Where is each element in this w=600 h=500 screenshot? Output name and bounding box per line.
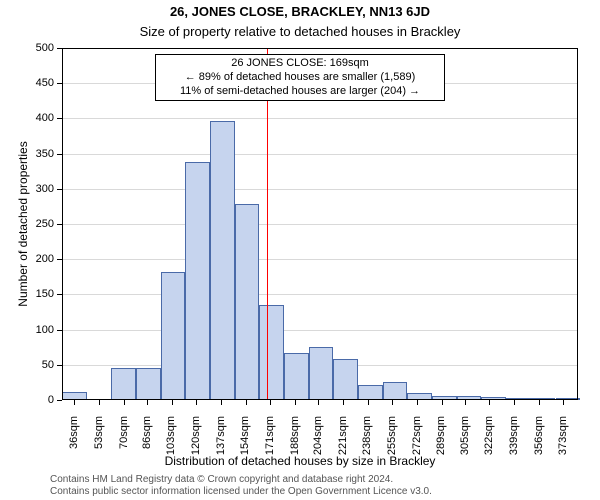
xtick-label: 356sqm xyxy=(533,416,545,455)
xtick-mark xyxy=(147,400,148,405)
xtick-mark xyxy=(74,400,75,405)
xtick-label: 238sqm xyxy=(362,416,374,455)
ytick-label: 500 xyxy=(22,42,54,54)
ytick-label: 100 xyxy=(22,324,54,336)
xtick-label: 53sqm xyxy=(93,416,105,449)
xtick-label: 120sqm xyxy=(190,416,202,455)
xtick-label: 289sqm xyxy=(436,416,448,455)
info-line-1: 26 JONES CLOSE: 169sqm xyxy=(162,57,438,71)
xtick-mark xyxy=(368,400,369,405)
ytick-label: 350 xyxy=(22,148,54,160)
xtick-label: 137sqm xyxy=(215,416,227,455)
xtick-label: 188sqm xyxy=(289,416,301,455)
x-axis-label: Distribution of detached houses by size … xyxy=(0,454,600,468)
xtick-mark xyxy=(442,400,443,405)
ytick-mark xyxy=(57,400,62,401)
xtick-mark xyxy=(99,400,100,405)
xtick-label: 171sqm xyxy=(264,416,276,455)
ytick-label: 200 xyxy=(22,253,54,265)
xtick-mark xyxy=(417,400,418,405)
info-line-2: ← 89% of detached houses are smaller (1,… xyxy=(162,71,438,85)
xtick-mark xyxy=(318,400,319,405)
xtick-label: 36sqm xyxy=(68,416,80,449)
info-line-3: 11% of semi-detached houses are larger (… xyxy=(162,85,438,99)
xtick-label: 103sqm xyxy=(166,416,178,455)
xtick-mark xyxy=(196,400,197,405)
xtick-mark xyxy=(489,400,490,405)
xtick-label: 154sqm xyxy=(240,416,252,455)
xtick-mark xyxy=(563,400,564,405)
xtick-mark xyxy=(124,400,125,405)
ytick-label: 400 xyxy=(22,112,54,124)
xtick-label: 204sqm xyxy=(312,416,324,455)
xtick-label: 339sqm xyxy=(508,416,520,455)
ytick-label: 150 xyxy=(22,288,54,300)
ytick-label: 0 xyxy=(22,394,54,406)
xtick-label: 322sqm xyxy=(483,416,495,455)
xtick-label: 272sqm xyxy=(411,416,423,455)
xtick-label: 70sqm xyxy=(118,416,130,449)
xtick-label: 221sqm xyxy=(337,416,349,455)
footer-line-2: Contains public sector information licen… xyxy=(50,486,432,497)
xtick-label: 373sqm xyxy=(558,416,570,455)
info-box: 26 JONES CLOSE: 169sqm ← 89% of detached… xyxy=(155,54,445,101)
chart-subtitle: Size of property relative to detached ho… xyxy=(0,24,600,39)
xtick-label: 255sqm xyxy=(386,416,398,455)
footer-line-1: Contains HM Land Registry data © Crown c… xyxy=(50,474,393,485)
xtick-label: 86sqm xyxy=(141,416,153,449)
xtick-mark xyxy=(514,400,515,405)
xtick-mark xyxy=(465,400,466,405)
xtick-mark xyxy=(343,400,344,405)
xtick-mark xyxy=(270,400,271,405)
ytick-label: 300 xyxy=(22,183,54,195)
xtick-label: 305sqm xyxy=(459,416,471,455)
xtick-mark xyxy=(392,400,393,405)
ytick-label: 50 xyxy=(22,359,54,371)
xtick-mark xyxy=(246,400,247,405)
xtick-mark xyxy=(221,400,222,405)
ytick-label: 450 xyxy=(22,77,54,89)
address-title: 26, JONES CLOSE, BRACKLEY, NN13 6JD xyxy=(0,4,600,19)
ytick-label: 250 xyxy=(22,218,54,230)
xtick-mark xyxy=(539,400,540,405)
xtick-mark xyxy=(172,400,173,405)
xtick-mark xyxy=(295,400,296,405)
